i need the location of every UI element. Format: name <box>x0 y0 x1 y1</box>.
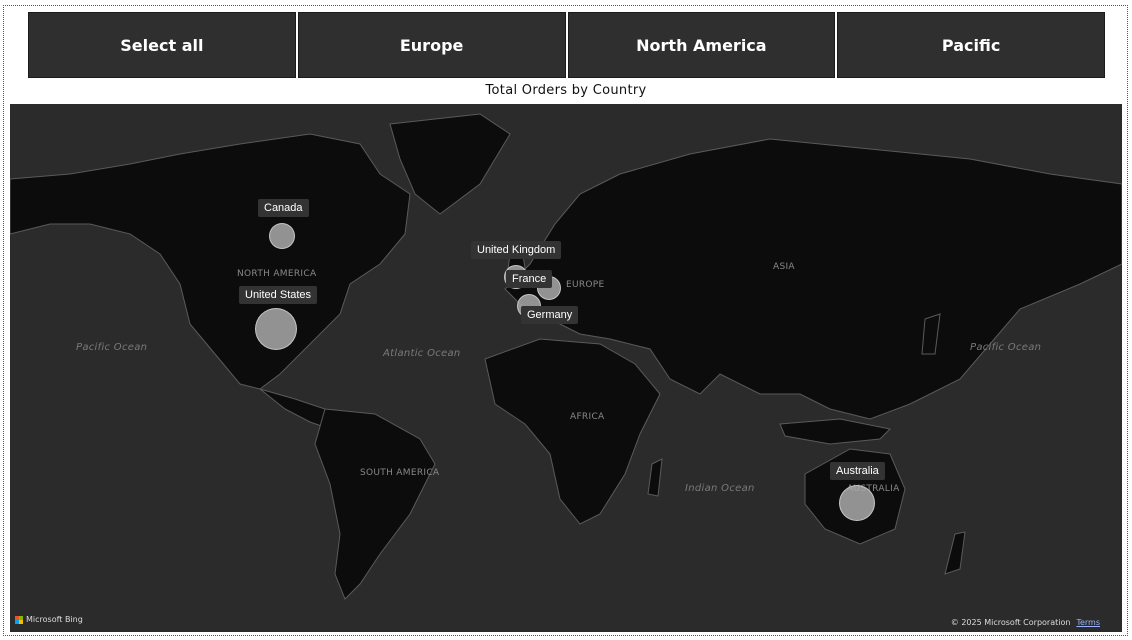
visual-frame <box>3 5 1128 636</box>
north-america-button[interactable]: North America <box>567 12 836 78</box>
north-america-label: NORTH AMERICA <box>237 269 317 279</box>
australia-label-tag[interactable]: Australia <box>830 462 885 480</box>
pacific-button[interactable]: Pacific <box>837 12 1105 78</box>
bing-text: Microsoft Bing <box>26 615 83 624</box>
eurasia-landmass <box>504 138 1122 420</box>
africa-landmass <box>484 338 661 525</box>
europe-button[interactable]: Europe <box>297 12 566 78</box>
north-america-landmass <box>10 133 411 390</box>
terms-link[interactable]: Terms <box>1076 618 1100 627</box>
germany-label[interactable]: Germany <box>521 306 579 324</box>
world-map[interactable]: Pacific Ocean Atlantic Ocean Indian Ocea… <box>10 104 1122 632</box>
map-land-layer <box>10 113 1122 600</box>
microsoft-logo-icon <box>15 615 23 624</box>
japan-landmass <box>921 313 941 355</box>
africa-label: AFRICA <box>570 412 605 422</box>
asia-label: ASIA <box>773 262 795 272</box>
pacific-ocean-label-left: Pacific Ocean <box>76 342 148 353</box>
south-america-label: SOUTH AMERICA <box>360 468 440 478</box>
select-all-button[interactable]: Select all <box>28 12 296 78</box>
australia-label: AUSTRALIA <box>847 484 900 494</box>
region-slicer: Select all Europe North America Pacific <box>28 12 1105 78</box>
south-america-landmass <box>314 408 436 600</box>
united-states-bubble[interactable] <box>255 308 297 350</box>
indonesia-landmass <box>779 418 892 445</box>
united-kingdom-label[interactable]: United Kingdom <box>471 241 562 259</box>
new-zealand-landmass <box>944 531 966 575</box>
copyright-notice: © 2025 Microsoft Corporation Terms <box>951 618 1100 627</box>
bing-attribution: Microsoft Bing <box>15 615 83 624</box>
greenland-landmass <box>389 113 511 215</box>
france-label[interactable]: France <box>506 270 553 288</box>
canada-label[interactable]: Canada <box>258 199 309 217</box>
indian-ocean-label: Indian Ocean <box>685 483 755 494</box>
pacific-ocean-label-right: Pacific Ocean <box>970 342 1042 353</box>
madagascar-landmass <box>647 458 663 497</box>
united-states-label[interactable]: United States <box>239 286 318 304</box>
atlantic-ocean-label: Atlantic Ocean <box>383 348 461 359</box>
canada-bubble[interactable] <box>269 223 295 249</box>
australia-bubble[interactable] <box>839 485 875 521</box>
map-title: Total Orders by Country <box>485 83 647 98</box>
copyright-text: © 2025 Microsoft Corporation <box>950 618 1071 627</box>
europe-label: EUROPE <box>566 280 605 290</box>
